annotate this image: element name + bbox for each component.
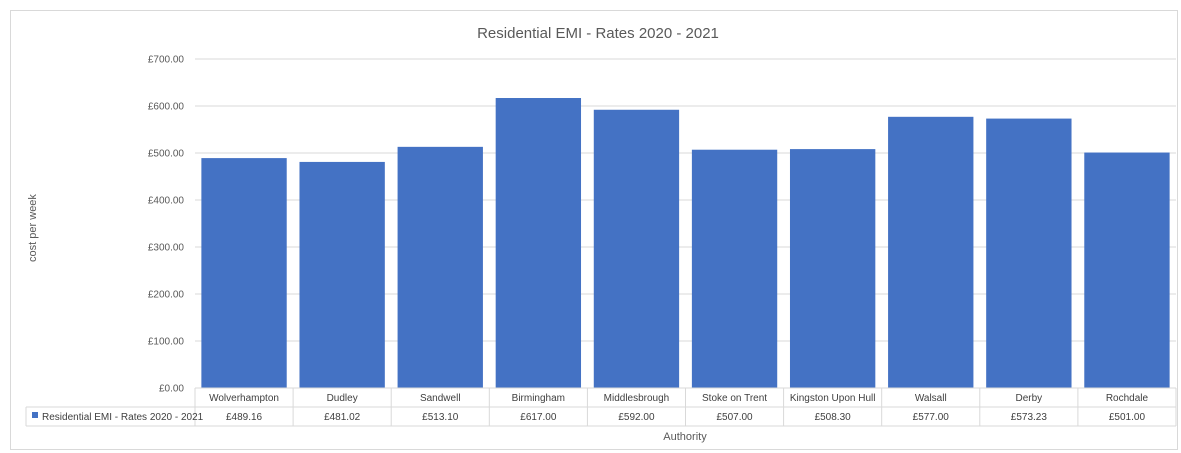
bar xyxy=(593,109,680,388)
bar xyxy=(299,161,385,388)
bar xyxy=(691,149,778,388)
category-label: Walsall xyxy=(915,393,947,404)
bar xyxy=(495,98,582,388)
category-label: Dudley xyxy=(327,393,358,404)
bar xyxy=(789,149,876,388)
y-tick-label: £200.00 xyxy=(148,290,185,301)
category-label: Sandwell xyxy=(420,393,461,404)
x-axis-title: Authority xyxy=(663,431,707,443)
legend-swatch xyxy=(32,412,38,418)
data-label: £501.00 xyxy=(1109,412,1146,423)
bar xyxy=(397,146,483,388)
chart-title: Residential EMI - Rates 2020 - 2021 xyxy=(477,25,719,42)
category-label: Wolverhampton xyxy=(209,393,279,404)
category-label: Middlesbrough xyxy=(604,393,670,404)
data-label: £573.23 xyxy=(1011,412,1048,423)
legend-entry: Residential EMI - Rates 2020 - 2021 xyxy=(42,412,204,423)
bar xyxy=(201,158,287,388)
data-label: £577.00 xyxy=(913,412,950,423)
data-label: £481.02 xyxy=(324,412,361,423)
y-tick-label: £100.00 xyxy=(148,337,185,348)
bar xyxy=(1084,152,1170,388)
y-tick-label: £600.00 xyxy=(148,102,185,113)
data-label: £592.00 xyxy=(618,412,655,423)
y-tick-label: £300.00 xyxy=(148,243,185,254)
category-label: Rochdale xyxy=(1106,393,1149,404)
y-tick-label: £0.00 xyxy=(159,384,184,395)
bar xyxy=(888,116,974,388)
bars xyxy=(201,98,1170,388)
data-table: Wolverhampton £489.16 Dudley £481.02 Sandwel… xyxy=(25,387,1177,427)
y-axis-title: cost per week xyxy=(27,194,39,262)
category-label: Kingston Upon Hull xyxy=(790,393,876,404)
category-label: Stoke on Trent xyxy=(702,393,767,404)
y-tick-label: £700.00 xyxy=(148,55,185,66)
data-label: £507.00 xyxy=(716,412,753,423)
data-label: £513.10 xyxy=(422,412,459,423)
bar xyxy=(986,118,1072,388)
y-tick-label: £500.00 xyxy=(148,149,185,160)
data-label: £489.16 xyxy=(226,412,263,423)
data-label: £617.00 xyxy=(520,412,557,423)
category-label: Birmingham xyxy=(512,393,565,404)
data-label: £508.30 xyxy=(815,412,852,423)
category-label: Derby xyxy=(1016,393,1043,404)
y-tick-label: £400.00 xyxy=(148,196,185,207)
